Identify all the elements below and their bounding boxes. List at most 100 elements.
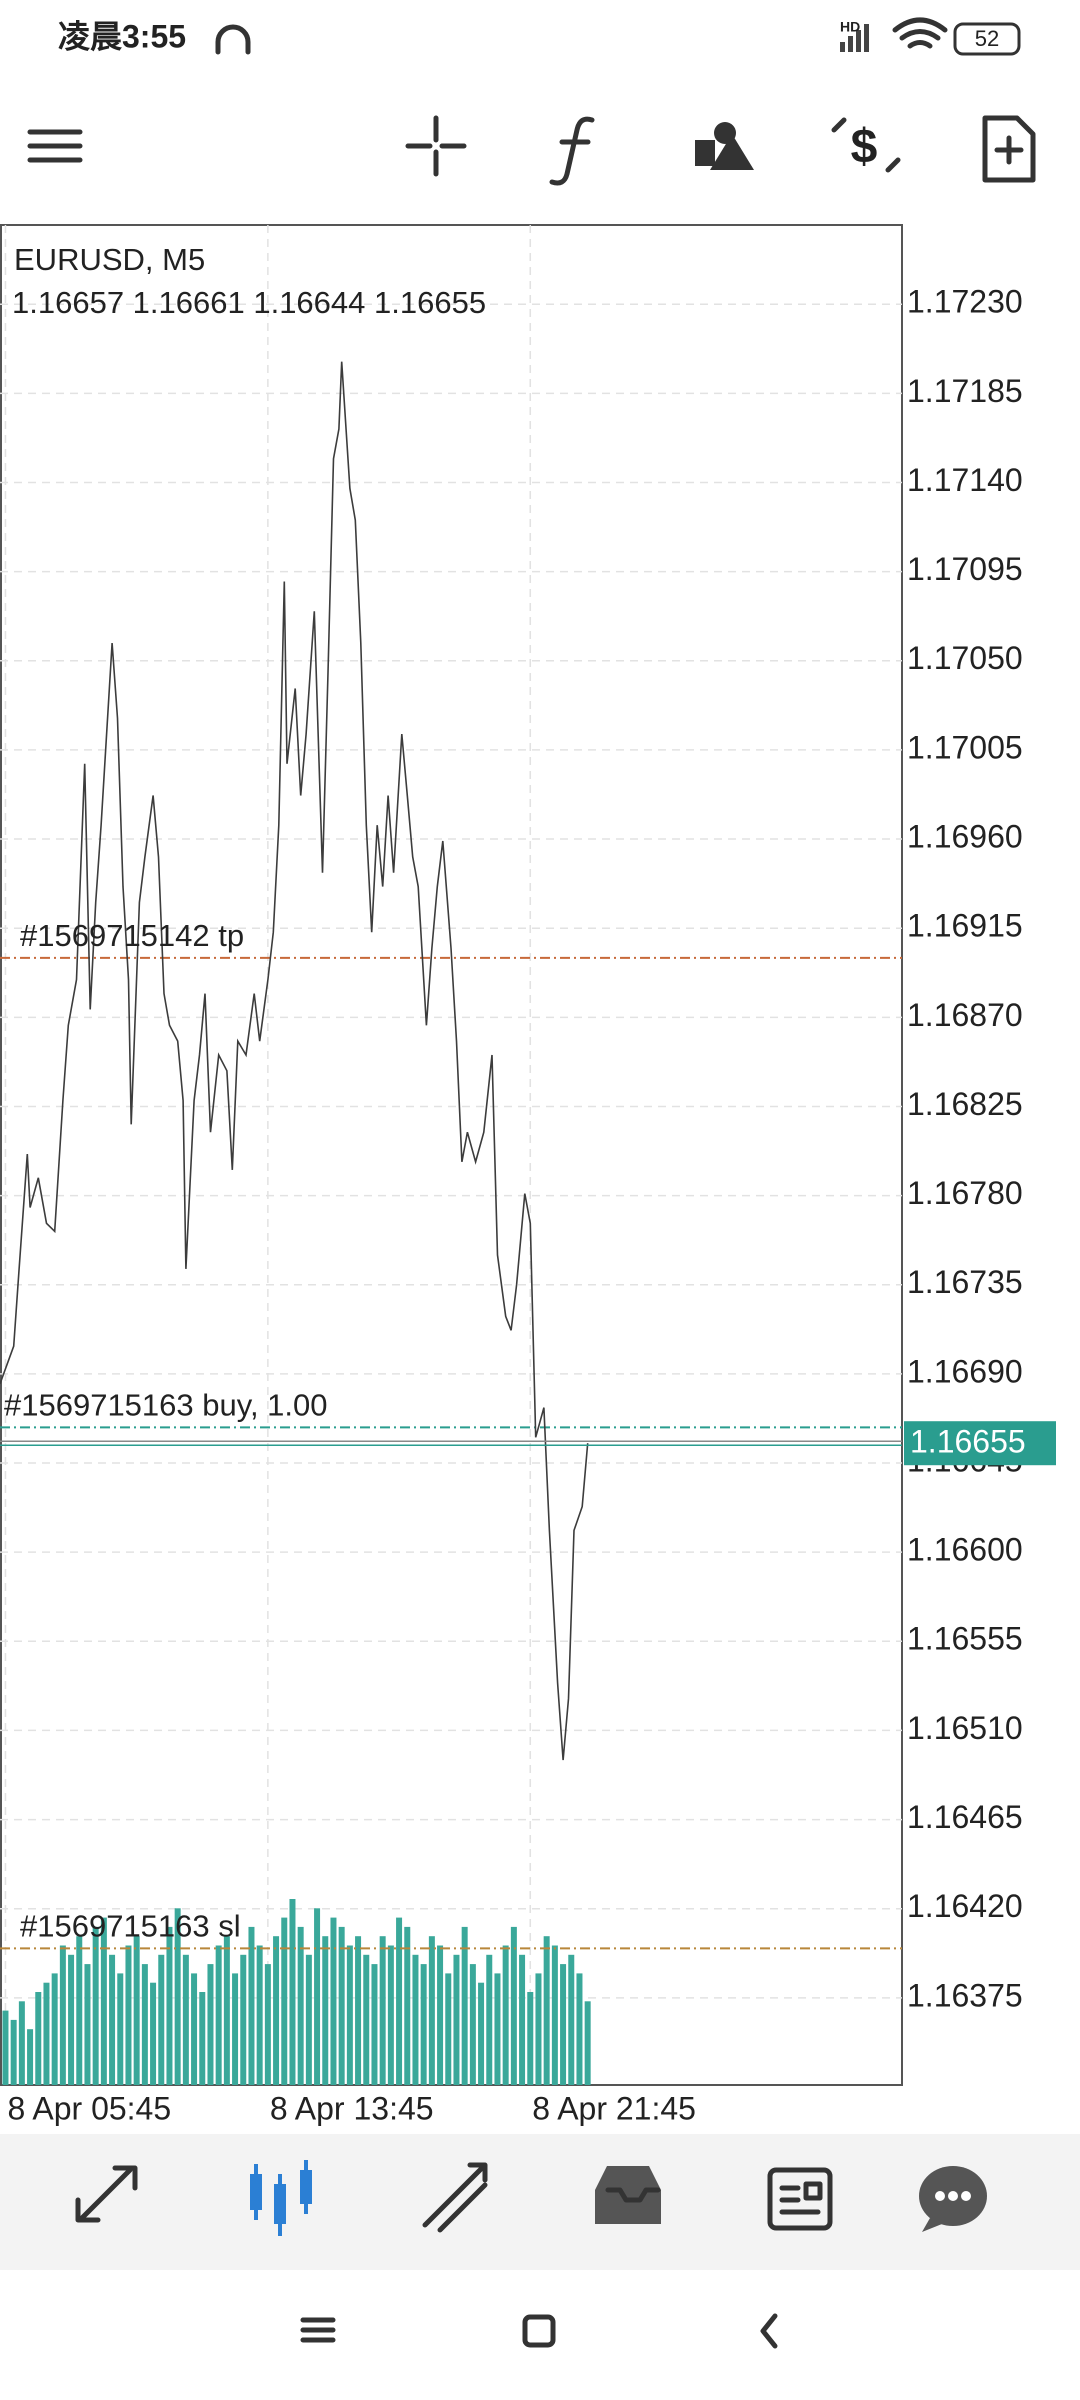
volume-bar <box>412 1954 419 2085</box>
y-tick-label: 1.16780 <box>907 1175 1023 1211</box>
volume-bar <box>371 1964 378 2085</box>
volume-bar <box>174 1908 181 2085</box>
volume-bar <box>560 1964 567 2085</box>
volume-bar <box>453 1954 460 2085</box>
volume-bar <box>297 1926 304 2085</box>
volume-bar <box>207 1964 214 2085</box>
volume-bar <box>191 1973 198 2085</box>
wifi-icon <box>892 17 948 49</box>
news-tab[interactable] <box>767 2167 833 2231</box>
y-tick-label: 1.16825 <box>907 1086 1023 1122</box>
ohlc-values: 1.16657 1.16661 1.16644 1.16655 <box>12 285 486 320</box>
volume-bar <box>182 1954 189 2085</box>
y-tick-label: 1.17185 <box>907 373 1023 409</box>
volume-bar <box>355 1936 362 2085</box>
volume-bar <box>215 1945 222 2085</box>
volume-bar <box>150 1982 157 2085</box>
volume-bar <box>502 1945 509 2085</box>
volume-bar <box>338 1926 345 2085</box>
volume-bar <box>551 1945 558 2085</box>
volume-bar <box>223 1936 230 2085</box>
indicators-button[interactable] <box>549 116 595 186</box>
volume-bar <box>27 2029 34 2085</box>
volume-bar <box>420 1964 427 2085</box>
status-time: 凌晨3:55 <box>58 18 186 54</box>
volume-bar <box>568 1954 575 2085</box>
volume-bar <box>100 1917 107 2085</box>
chat-tab[interactable] <box>919 2166 987 2232</box>
volume-bar <box>273 1936 280 2085</box>
battery-icon <box>953 22 1021 56</box>
chart-tab[interactable] <box>250 2160 312 2236</box>
volume-bar <box>469 1964 476 2085</box>
volume-bar <box>248 1926 255 2085</box>
volume-bar <box>404 1926 411 2085</box>
trade-tab[interactable] <box>422 2162 488 2233</box>
y-tick-label: 1.16915 <box>907 908 1023 944</box>
volume-bar <box>59 1945 66 2085</box>
volume-bar <box>379 1936 386 2085</box>
bottom-toolbar <box>0 2134 1080 2270</box>
quotes-tab[interactable] <box>75 2165 138 2223</box>
crosshair-button[interactable] <box>405 115 467 177</box>
volume-bar <box>584 2001 591 2085</box>
volume-bar <box>445 1973 452 2085</box>
chart-title: EURUSD, M5 <box>14 242 205 277</box>
volume-bar <box>109 1954 116 2085</box>
plot-area <box>0 224 903 2086</box>
volume-bar <box>256 1945 263 2085</box>
volume-bar <box>117 1973 124 2085</box>
order-label: #1569715142 tp <box>20 918 244 953</box>
volume-bar <box>18 2001 25 2085</box>
y-tick-label: 1.16510 <box>907 1710 1023 1746</box>
signal-icon: HD <box>840 19 869 52</box>
volume-bar <box>35 1992 42 2085</box>
volume-bar <box>92 1926 99 2085</box>
volume-bar <box>125 1945 132 2085</box>
volume-bar <box>240 1954 247 2085</box>
nav-home[interactable] <box>522 2314 556 2348</box>
volume-bar <box>199 1992 206 2085</box>
volume-bar <box>281 1917 288 2085</box>
volume-bar <box>166 1926 173 2085</box>
order-label: #1569715163 buy, 1.00 <box>4 1388 328 1423</box>
trade-button[interactable]: $ <box>831 117 901 174</box>
volume-bar <box>322 1936 329 2085</box>
y-tick-label: 1.16465 <box>907 1799 1023 1835</box>
x-tick-label: 8 Apr 13:45 <box>270 2090 434 2126</box>
svg-text:$: $ <box>851 121 878 174</box>
y-tick-label: 1.17095 <box>907 551 1023 587</box>
volume-bar <box>519 1954 526 2085</box>
nav-back[interactable] <box>760 2313 778 2349</box>
volume-bar <box>141 1964 148 2085</box>
volume-bar <box>232 1973 239 2085</box>
objects-button[interactable] <box>695 122 754 170</box>
volume-bar <box>305 1954 312 2085</box>
svg-text:HD: HD <box>840 19 860 35</box>
volume-bar <box>437 1945 444 2085</box>
volume-bar <box>314 1908 321 2085</box>
y-tick-label: 1.17140 <box>907 462 1023 498</box>
volume-bar <box>10 2019 17 2085</box>
headphone-icon <box>215 24 251 55</box>
volume-bar <box>576 1973 583 2085</box>
volume-bar <box>264 1964 271 2085</box>
menu-button[interactable] <box>27 129 83 163</box>
y-tick-label: 1.17050 <box>907 640 1023 676</box>
volume-bar <box>527 1992 534 2085</box>
volume-bar <box>486 1954 493 2085</box>
volume-bar <box>363 1954 370 2085</box>
volume-bar <box>43 1982 50 2085</box>
y-tick-label: 1.17230 <box>907 284 1023 320</box>
nav-menu[interactable] <box>300 2317 336 2343</box>
volume-bar <box>510 1926 517 2085</box>
volume-bar <box>68 1954 75 2085</box>
y-tick-label: 1.16960 <box>907 819 1023 855</box>
volume-bar <box>478 1982 485 2085</box>
volume-bar <box>84 1964 91 2085</box>
volume-bar <box>158 1954 165 2085</box>
new-order-button[interactable] <box>982 115 1036 183</box>
history-tab[interactable] <box>595 2166 661 2224</box>
volume-bar <box>396 1917 403 2085</box>
volume-bar <box>428 1936 435 2085</box>
